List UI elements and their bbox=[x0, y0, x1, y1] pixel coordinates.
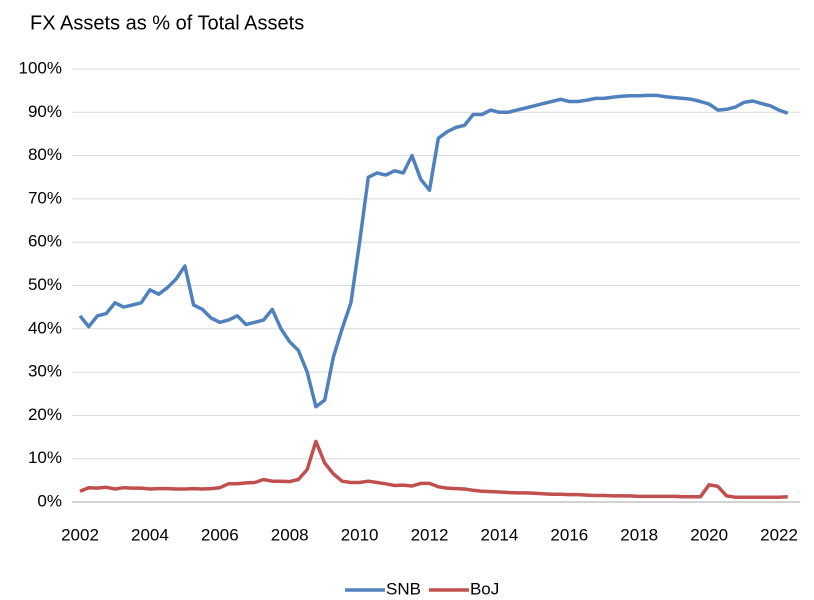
x-tick-label: 2022 bbox=[760, 525, 798, 544]
x-tick-label: 2006 bbox=[201, 525, 239, 544]
series-line bbox=[79, 439, 788, 499]
y-tick-label: 80% bbox=[28, 145, 62, 164]
y-tick-label: 40% bbox=[28, 318, 62, 337]
x-tick-label: 2008 bbox=[271, 525, 309, 544]
y-tick-label: 0% bbox=[37, 491, 62, 510]
y-tick-label: 60% bbox=[28, 232, 62, 251]
y-tick-label: 30% bbox=[28, 362, 62, 381]
legend-label: SNB bbox=[386, 579, 421, 598]
y-tick-label: 90% bbox=[28, 102, 62, 121]
x-tick-label: 2016 bbox=[550, 525, 588, 544]
chart-title: FX Assets as % of Total Assets bbox=[30, 12, 304, 34]
legend-label: BoJ bbox=[470, 579, 499, 598]
series-line bbox=[78, 93, 789, 409]
x-tick-label: 2014 bbox=[481, 525, 519, 544]
x-tick-label: 2002 bbox=[61, 525, 99, 544]
y-tick-label: 70% bbox=[28, 188, 62, 207]
y-tick-label: 100% bbox=[19, 58, 62, 77]
y-tick-label: 20% bbox=[28, 405, 62, 424]
x-tick-label: 2018 bbox=[620, 525, 658, 544]
y-tick-label: 10% bbox=[28, 448, 62, 467]
x-tick-label: 2010 bbox=[341, 525, 379, 544]
x-tick-label: 2012 bbox=[411, 525, 449, 544]
y-tick-label: 50% bbox=[28, 275, 62, 294]
x-tick-label: 2004 bbox=[131, 525, 169, 544]
x-tick-label: 2020 bbox=[690, 525, 728, 544]
